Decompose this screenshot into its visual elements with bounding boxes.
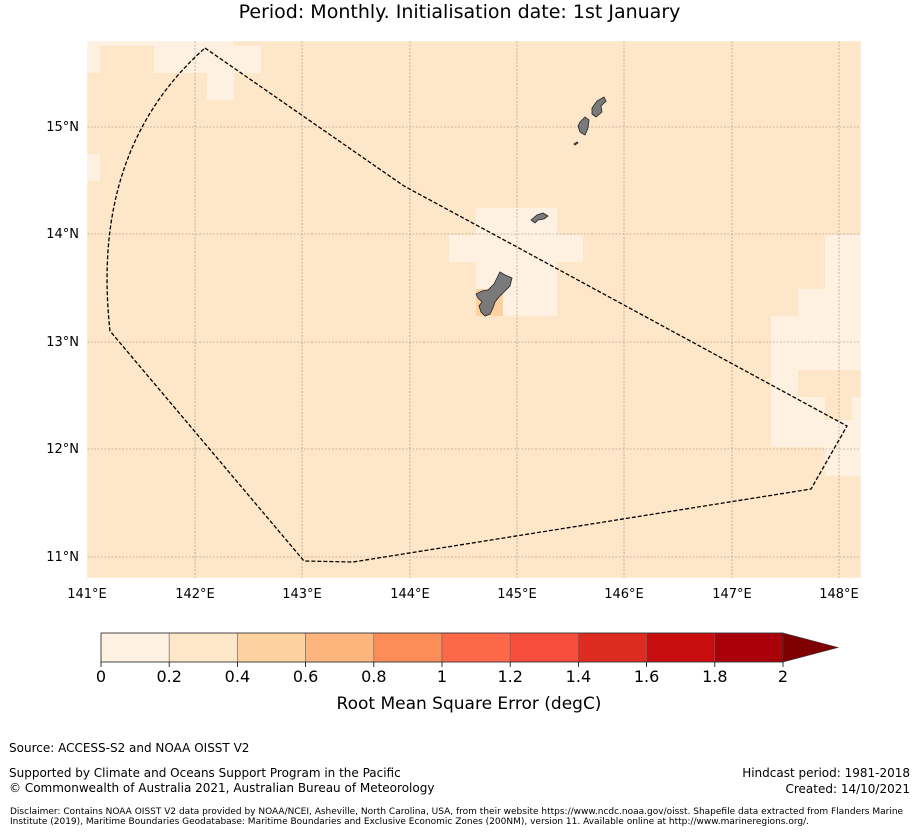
saipan-island [591, 96, 607, 118]
colorbar-tick-label: 1 [437, 667, 447, 686]
colorbar: 0 0.2 0.4 0.6 0.8 1 1.2 1.4 1.6 1.8 2 Ro… [96, 632, 840, 714]
map-panel [86, 40, 862, 579]
low-cell [825, 447, 861, 476]
support-note: Supported by Climate and Oceans Support … [9, 766, 401, 780]
x-tick-label: 144°E [390, 587, 430, 602]
colorbar-segment [168, 632, 238, 663]
rmse-low-cells [87, 41, 861, 476]
colorbar-segment [714, 632, 784, 663]
colorbar-segment [100, 632, 170, 663]
colorbar-tick-label: 1.2 [497, 667, 522, 686]
colorbar-tick-label: 0.6 [293, 667, 318, 686]
low-cell [476, 262, 557, 289]
x-axis-labels: 141°E 142°E 143°E 144°E 145°E 146°E 147°… [67, 587, 859, 602]
low-cell [798, 289, 861, 316]
colorbar-segment [441, 632, 511, 663]
low-cell [771, 316, 861, 370]
colorbar-segment [305, 632, 375, 663]
guam-island [475, 271, 513, 317]
colorbar-segments [100, 632, 784, 663]
y-tick-label: 13°N [46, 335, 79, 350]
colorbar-tick-label: 1.8 [702, 667, 727, 686]
x-tick-label: 141°E [67, 587, 107, 602]
colorbar-extend-arrow [782, 632, 840, 663]
y-tick-label: 14°N [46, 227, 79, 242]
colorbar-segment [373, 632, 443, 663]
aguijan-island [573, 141, 579, 146]
colorbar-tick-label: 0.2 [156, 667, 181, 686]
y-axis-labels: 15°N 14°N 13°N 12°N 11°N [46, 120, 79, 565]
hindcast-period: Hindcast period: 1981-2018 [742, 766, 910, 780]
colorbar-tick-label: 1.6 [634, 667, 659, 686]
map-frame [86, 40, 862, 579]
copyright-note: © Commonwealth of Australia 2021, Austra… [9, 781, 435, 795]
tinian-island [577, 116, 590, 136]
low-cell [449, 235, 583, 262]
disclaimer-text: Disclaimer: Contains NOAA OISST V2 data … [10, 807, 904, 827]
colorbar-segment [237, 632, 306, 663]
colorbar-title: Root Mean Square Error (degC) [337, 694, 602, 714]
colorbar-tick-label: 2 [778, 667, 788, 686]
map-title: Period: Monthly. Initialisation date: 1s… [238, 1, 681, 23]
y-tick-label: 15°N [46, 120, 79, 135]
y-tick-label: 11°N [46, 550, 79, 565]
low-cell [825, 235, 861, 289]
colorbar-tick-label: 0.8 [361, 667, 386, 686]
low-cell [798, 397, 825, 447]
colorbar-tick-label: 0.4 [225, 667, 250, 686]
eez-boundary [106, 47, 848, 563]
low-cell [503, 289, 557, 316]
gridlines [87, 41, 861, 578]
colorbar-ticks [100, 662, 784, 667]
colorbar-tick-label: 1.4 [566, 667, 591, 686]
land-islands [475, 96, 607, 317]
colorbar-tick-labels: 0 0.2 0.4 0.6 0.8 1 1.2 1.4 1.6 1.8 2 [96, 667, 788, 686]
source-note: Source: ACCESS-S2 and NOAA OISST V2 [9, 741, 250, 755]
ocean-background [87, 41, 861, 578]
rota-island [530, 212, 549, 224]
x-tick-label: 145°E [497, 587, 537, 602]
x-tick-label: 143°E [282, 587, 322, 602]
colorbar-tick-label: 0 [96, 667, 106, 686]
low-cell [771, 370, 798, 447]
y-tick-label: 12°N [46, 442, 79, 457]
low-cell [207, 73, 234, 100]
low-cell [825, 420, 852, 447]
low-cell [476, 208, 557, 235]
x-tick-label: 148°E [819, 587, 859, 602]
created-date: Created: 14/10/2021 [785, 782, 910, 796]
x-tick-label: 147°E [712, 587, 752, 602]
low-cell [87, 41, 233, 46]
x-tick-label: 142°E [175, 587, 215, 602]
colorbar-segment [646, 632, 716, 663]
low-cell [852, 397, 861, 476]
x-tick-label: 146°E [604, 587, 644, 602]
low-cell [87, 46, 100, 73]
colorbar-segment [578, 632, 647, 663]
low-cell [87, 154, 100, 181]
colorbar-segment [509, 632, 579, 663]
